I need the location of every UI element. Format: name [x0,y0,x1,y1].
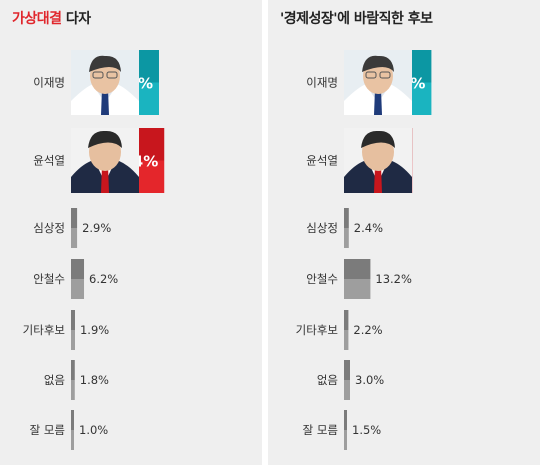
bar [71,259,85,279]
value-label: 2.9% [82,221,111,235]
left-title-rest: 다자 [61,11,91,27]
value-label: 2.2% [353,323,382,337]
category-label: 없음 [317,373,338,387]
bar-group: 기타후보 1.9% [23,310,109,350]
left-bar-chart: 이재명41.9%윤석열44.4%심상정2.9%안철수6.2%기타후보1.9%없음… [23,50,165,450]
bar-lower-half [71,380,75,400]
category-label: 기타후보 [23,323,65,337]
bar [344,208,349,228]
bar-group: 심상정 2.9% [33,208,111,248]
category-label: 없음 [44,373,65,387]
category-label: 윤석열 [33,154,65,168]
left-title-highlight: 가상대결 [12,11,62,27]
value-label: 1.9% [80,323,109,337]
value-label: 6.2% [89,272,118,286]
bar-group: 잘 모름 1.0% [30,410,108,450]
bar-lower-half [344,430,347,450]
bar-group: 안철수 6.2% [33,259,118,299]
bar [344,360,350,380]
bar-group: 안철수 13.2% [306,259,412,299]
category-label: 이재명 [33,76,65,90]
value-label: 1.8% [80,373,109,387]
category-label: 심상정 [33,221,65,235]
bar-group: 잘 모름 1.5% [303,410,381,450]
category-label: 안철수 [306,272,338,286]
bar [71,208,78,228]
bar [344,259,371,279]
candidate-photo-yoon [71,128,139,193]
left-panel: 가상대결 다자 이재명41.9%윤석열44.4%심상정2.9%안철수6.2%기타… [0,0,262,465]
category-label: 잘 모름 [303,423,338,437]
right-chart-title: '경제성장'에 바람직한 후보 [280,8,433,28]
value-label: 1.5% [352,423,381,437]
bar [71,410,74,430]
bar-lower-half [71,330,75,350]
bar [344,310,349,330]
bar-lower-half [71,228,78,248]
bar-group: 심상정 2.4% [306,208,383,248]
category-label: 윤석열 [306,154,338,168]
bar-group: 없음 3.0% [317,360,384,400]
category-label: 기타후보 [296,323,338,337]
bar-group: 없음 1.8% [44,360,109,400]
left-chart-title: 가상대결 다자 [12,8,91,28]
candidate-photo-lee [71,50,139,115]
bar-lower-half [344,330,349,350]
bar [71,360,75,380]
right-title-rest: '경제성장'에 바람직한 후보 [280,11,433,27]
category-label: 잘 모름 [30,423,65,437]
bar-lower-half [71,279,85,299]
value-label: 2.4% [354,221,383,235]
right-panel: '경제성장'에 바람직한 후보 이재명43.7%윤석열34.1%심상정2.4%안… [268,0,540,465]
right-bar-chart: 이재명43.7%윤석열34.1%심상정2.4%안철수13.2%기타후보2.2%없… [296,50,432,450]
bar-lower-half [71,430,74,450]
bar-group: 기타후보 2.2% [296,310,383,350]
candidate-photo-yoon [344,128,412,193]
bar-lower-half [344,380,350,400]
bar-lower-half [344,228,349,248]
category-label: 이재명 [306,76,338,90]
bar-lower-half [344,279,371,299]
category-label: 심상정 [306,221,338,235]
bar [71,310,75,330]
candidate-photo-lee [344,50,412,115]
value-label: 3.0% [355,373,384,387]
category-label: 안철수 [33,272,65,286]
value-label: 13.2% [375,272,412,286]
value-label: 1.0% [79,423,108,437]
bar [344,410,347,430]
